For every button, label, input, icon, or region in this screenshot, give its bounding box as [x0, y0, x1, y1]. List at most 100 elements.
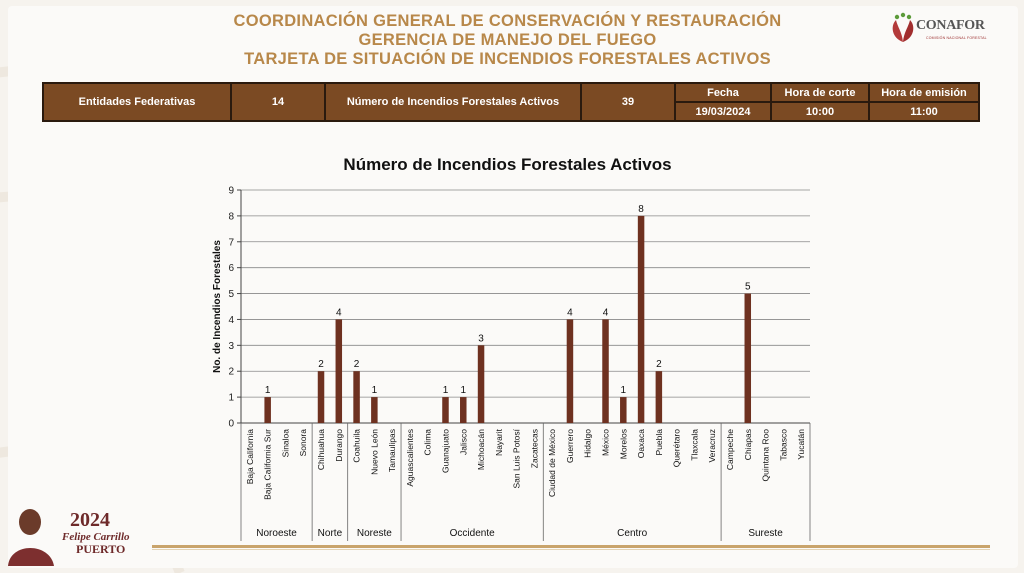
entidades-value: 14 [230, 82, 326, 122]
category-label: Nayarit [494, 428, 504, 456]
y-tick-label: 7 [228, 237, 234, 248]
category-label: Morelos [618, 429, 628, 459]
category-label: San Luis Potosí [512, 428, 522, 488]
anniversary-badge: 2024 Felipe Carrillo PUERTO [8, 509, 130, 566]
category-label: Hidalgo [583, 429, 593, 458]
y-tick-label: 0 [228, 419, 234, 430]
portrait-figure [19, 509, 41, 535]
bar [566, 319, 574, 423]
region-label: Sureste [748, 528, 783, 539]
footer-rule [152, 545, 990, 548]
category-label: Puebla [654, 429, 664, 456]
bar-value-label: 8 [638, 204, 644, 215]
category-label: Nuevo León [369, 429, 379, 475]
incendios-value: 39 [580, 82, 676, 122]
category-label: Oaxaca [636, 429, 646, 459]
category-label: Chihuahua [316, 429, 326, 470]
category-label: Aguascalientes [405, 429, 415, 487]
y-tick-label: 4 [228, 315, 234, 326]
category-label: Ciudad de México [547, 429, 557, 497]
category-label: Veracruz [707, 429, 717, 463]
category-label: Michoacán [476, 429, 486, 470]
category-label: Jalisco [458, 429, 468, 455]
emision-value: 11:00 [868, 101, 980, 122]
category-label: Colima [423, 429, 433, 456]
bar [637, 215, 645, 423]
badge-line-1: Felipe Carrillo [61, 531, 130, 543]
category-label: Tlaxcala [689, 429, 699, 461]
category-label: Tamaulipas [387, 429, 397, 472]
bar-value-label: 1 [443, 385, 449, 396]
category-label: Tabasco [778, 429, 788, 461]
bar-value-label: 4 [603, 307, 609, 318]
corte-label: Hora de corte [770, 82, 870, 103]
y-tick-label: 9 [228, 186, 234, 197]
y-axis-label: No. de Incendios Forestales [212, 240, 223, 373]
category-label: Campeche [725, 429, 735, 470]
bar-value-label: 5 [745, 282, 751, 293]
header-titles: COORDINACIÓN GENERAL DE CONSERVACIÓN Y R… [140, 12, 875, 69]
incendios-label: Número de Incendios Forestales Activos [324, 82, 582, 122]
bar-value-label: 1 [460, 385, 466, 396]
bar-value-label: 4 [567, 307, 573, 318]
fecha-label: Fecha [674, 82, 772, 103]
bar-value-label: 3 [478, 333, 484, 344]
bar [335, 319, 343, 423]
portrait-body [8, 548, 54, 566]
bar-value-label: 1 [372, 385, 378, 396]
category-label: Chiapas [743, 429, 753, 460]
bar [460, 397, 467, 423]
y-tick-label: 3 [228, 341, 234, 352]
y-tick-label: 1 [228, 393, 234, 404]
region-label: Norte [318, 528, 343, 539]
category-label: Sinaloa [280, 429, 290, 458]
region-label: Noroeste [256, 528, 297, 539]
bar [371, 397, 378, 423]
header-line-3: TARJETA DE SITUACIÓN DE INCENDIOS FOREST… [244, 50, 771, 68]
bar-value-label: 2 [318, 359, 324, 370]
category-label: Coahuila [352, 429, 362, 463]
category-label: Zacatecas [529, 429, 539, 468]
logo-subtitle: COMISIÓN NACIONAL FORESTAL [926, 36, 987, 40]
conafor-logo: CONAFOR COMISIÓN NACIONAL FORESTAL [888, 12, 1013, 46]
corte-value: 10:00 [770, 101, 870, 122]
region-label: Noreste [357, 528, 392, 539]
bar-value-label: 4 [336, 307, 342, 318]
region-label: Occidente [450, 528, 495, 539]
emision-label: Hora de emisión [868, 82, 980, 103]
bar [655, 371, 663, 423]
bar [264, 397, 271, 423]
leaf-logo-icon [892, 12, 914, 42]
category-label: Guanajuato [440, 429, 450, 473]
info-table: Entidades Federativas 14 Número de Incen… [42, 82, 980, 122]
bar-value-label: 1 [621, 385, 627, 396]
badge-line-2: PUERTO [76, 542, 125, 556]
bar [744, 293, 752, 423]
logo-name: CONAFOR [916, 18, 985, 33]
chart-title: Número de Incendios Forestales Activos [343, 155, 672, 174]
bar [620, 397, 627, 423]
y-tick-label: 6 [228, 263, 234, 274]
bar [442, 397, 449, 423]
footer-rule-thin [152, 549, 990, 550]
y-tick-label: 2 [228, 367, 234, 378]
fecha-value: 19/03/2024 [674, 101, 772, 122]
y-tick-label: 5 [228, 289, 234, 300]
badge-year: 2024 [70, 509, 110, 531]
bar-value-label: 2 [656, 359, 662, 370]
bar [317, 371, 325, 423]
bar [353, 371, 360, 423]
category-label: Baja California [245, 429, 255, 485]
bar [602, 319, 609, 423]
category-label: México [601, 429, 611, 456]
region-label: Centro [617, 528, 647, 539]
category-label: Quintana Roo [761, 429, 771, 482]
category-label: Baja California Sur [263, 429, 273, 500]
y-tick-label: 8 [228, 211, 234, 222]
category-label: Guerrero [565, 429, 575, 463]
bar [477, 345, 485, 423]
bar-value-label: 1 [265, 385, 271, 396]
category-label: Durango [334, 429, 344, 462]
category-label: Yucatán [796, 429, 806, 460]
